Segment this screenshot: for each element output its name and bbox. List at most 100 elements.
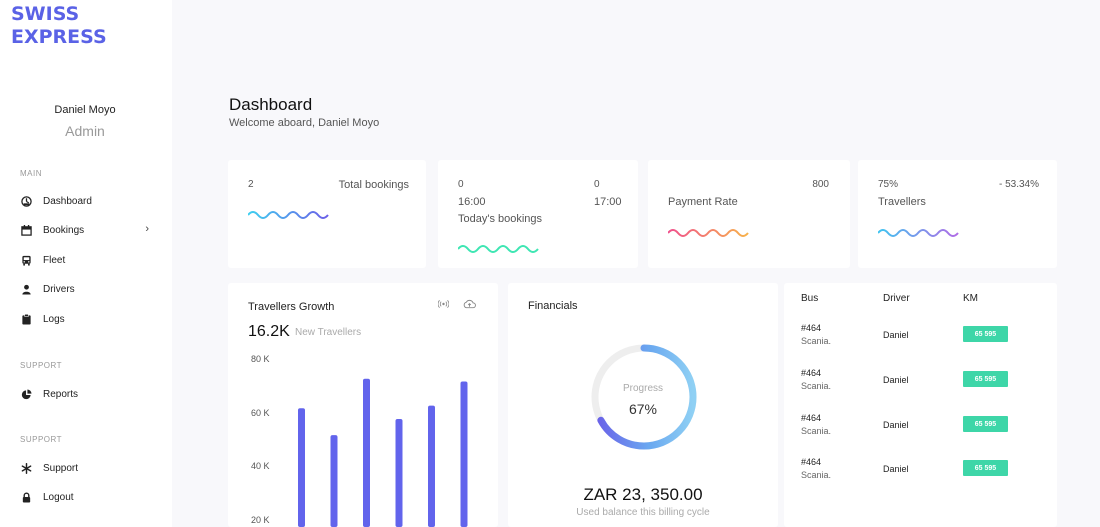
section-label-main: MAIN xyxy=(20,169,42,178)
column-header-km: KM xyxy=(963,293,978,304)
stat-card-todays-bookings: 0 0 16:00 17:00 Today's bookings xyxy=(438,160,638,268)
bus-number: #464 xyxy=(801,457,822,467)
sidebar-item-label: Dashboard xyxy=(43,195,92,207)
bus-model: Scania. xyxy=(801,470,832,480)
bus-table: Bus Driver KM #464 Scania. Daniel 65 595… xyxy=(784,283,1057,527)
km-badge: 65 595 xyxy=(963,416,1008,432)
page-title: Dashboard xyxy=(229,95,313,114)
sparkline xyxy=(878,229,959,237)
column-header-driver: Driver xyxy=(883,293,910,304)
section-label-support: SUPPORT xyxy=(20,361,63,370)
bar-1 xyxy=(298,408,305,527)
y-tick-label: 80 K xyxy=(251,354,270,364)
bar-6 xyxy=(460,381,468,527)
brand-line-2: EXPRESS xyxy=(11,26,107,48)
stat-change: - 53.34% xyxy=(998,179,1039,190)
chart-actions xyxy=(437,299,476,312)
progress-label: Progress xyxy=(622,383,663,394)
balance-label: Used balance this billing cycle xyxy=(576,507,710,518)
table-row[interactable]: #464 Scania. Daniel 65 595 xyxy=(784,457,1057,497)
y-tick-label: 60 K xyxy=(251,408,270,418)
pie-chart-icon xyxy=(20,388,33,401)
sidebar-item-label: Bookings xyxy=(43,224,85,236)
sidebar-item-label: Logout xyxy=(43,491,74,503)
sparkline xyxy=(668,229,749,237)
stat-value: 2 xyxy=(248,179,254,190)
sparkline xyxy=(248,211,329,219)
bar-4 xyxy=(395,419,403,527)
asterisk-icon xyxy=(20,462,33,475)
user-icon xyxy=(20,283,33,296)
sidebar-item-drivers[interactable]: Drivers xyxy=(20,279,155,299)
chart-title: Travellers Growth xyxy=(248,301,335,313)
dashboard-icon xyxy=(20,195,33,208)
sidebar-item-bookings[interactable]: Bookings › xyxy=(20,220,155,240)
bar-5 xyxy=(428,405,435,527)
sidebar-item-label: Support xyxy=(43,462,79,474)
stat-value: 800 xyxy=(812,179,829,190)
bus-number: #464 xyxy=(801,413,822,423)
bus-number: #464 xyxy=(801,323,822,333)
clipboard-icon xyxy=(20,313,33,326)
bar-2 xyxy=(330,435,338,527)
lock-icon xyxy=(20,491,33,504)
stat-label: Payment Rate xyxy=(668,196,738,208)
bus-icon xyxy=(20,254,33,267)
page-subtitle: Welcome aboard, Daniel Moyo xyxy=(229,117,380,129)
bus-model: Scania. xyxy=(801,336,832,346)
table-row[interactable]: #464 Scania. Daniel 65 595 xyxy=(784,323,1057,363)
driver-name: Daniel xyxy=(883,420,909,430)
driver-name: Daniel xyxy=(883,330,909,340)
sparkline xyxy=(458,245,539,253)
stat-value-a: 0 xyxy=(458,179,464,190)
sidebar-item-logout[interactable]: Logout xyxy=(20,487,155,507)
driver-name: Daniel xyxy=(883,375,909,385)
cloud-icon[interactable] xyxy=(463,299,476,312)
stat-value-b: 0 xyxy=(594,179,600,190)
stat-time-b: 17:00 xyxy=(594,196,622,208)
y-tick-label: 40 K xyxy=(251,461,270,471)
travellers-growth-card: Travellers Growth 16.2K New Travellers 8… xyxy=(228,283,498,527)
bar-chart xyxy=(298,378,468,527)
sidebar-item-label: Fleet xyxy=(43,254,66,266)
brand-logo[interactable]: SWISS EXPRESS xyxy=(11,3,107,49)
section-label-support-2: SUPPORT xyxy=(20,435,63,444)
balance-amount: ZAR 23, 350.00 xyxy=(583,485,703,504)
financials-title: Financials xyxy=(528,300,578,312)
sidebar: SWISS EXPRESS Daniel Moyo Admin MAIN Das… xyxy=(0,0,172,527)
km-badge: 65 595 xyxy=(963,460,1008,476)
bar-3 xyxy=(363,378,370,527)
stat-card-payment-rate: 800 Payment Rate xyxy=(648,160,850,268)
sidebar-item-fleet[interactable]: Fleet xyxy=(20,250,155,270)
sidebar-item-dashboard[interactable]: Dashboard xyxy=(20,191,155,211)
km-badge: 65 595 xyxy=(963,326,1008,342)
sidebar-item-label: Drivers xyxy=(43,283,75,295)
progress-value: 67% xyxy=(628,401,658,417)
column-header-bus: Bus xyxy=(801,293,819,304)
calendar-icon xyxy=(20,224,33,237)
sidebar-item-reports[interactable]: Reports xyxy=(20,384,155,404)
km-badge: 65 595 xyxy=(963,371,1008,387)
user-role: Admin xyxy=(65,123,105,139)
table-row[interactable]: #464 Scania. Daniel 65 595 xyxy=(784,368,1057,408)
new-travellers-label: New Travellers xyxy=(295,327,362,338)
sidebar-item-label: Logs xyxy=(43,313,65,325)
table-row[interactable]: #464 Scania. Daniel 65 595 xyxy=(784,413,1057,453)
brand-line-1: SWISS xyxy=(11,3,80,25)
sidebar-item-label: Reports xyxy=(43,388,79,400)
stat-label: Total bookings xyxy=(338,179,409,191)
stat-value: 75% xyxy=(878,179,899,190)
chevron-right-icon: › xyxy=(145,223,149,235)
driver-name: Daniel xyxy=(883,464,909,474)
progress-ring xyxy=(591,344,697,450)
financials-card: Financials Progress 67% ZAR 23, 350.00 U… xyxy=(508,283,778,527)
stat-label: Today's bookings xyxy=(458,213,543,225)
bus-model: Scania. xyxy=(801,381,832,391)
bus-model: Scania. xyxy=(801,426,832,436)
stat-card-total-bookings: 2 Total bookings xyxy=(228,160,426,268)
stat-time-a: 16:00 xyxy=(458,196,486,208)
user-name: Daniel Moyo xyxy=(54,104,116,116)
broadcast-icon[interactable] xyxy=(437,299,450,312)
sidebar-item-logs[interactable]: Logs xyxy=(20,309,155,329)
sidebar-item-support[interactable]: Support xyxy=(20,458,155,478)
